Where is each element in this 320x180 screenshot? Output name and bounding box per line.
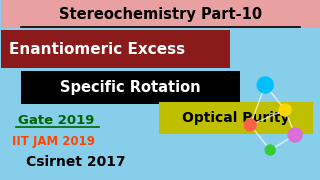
Bar xyxy=(159,102,313,134)
Text: Optical Purity: Optical Purity xyxy=(181,111,289,125)
Circle shape xyxy=(288,128,302,142)
Text: IIT JAM 2019: IIT JAM 2019 xyxy=(12,136,94,148)
Circle shape xyxy=(279,104,291,116)
Text: Stereochemistry Part-10: Stereochemistry Part-10 xyxy=(59,6,262,21)
Circle shape xyxy=(257,77,273,93)
Circle shape xyxy=(244,119,256,131)
Text: Specific Rotation: Specific Rotation xyxy=(60,80,201,95)
Bar xyxy=(1,30,230,68)
Circle shape xyxy=(265,145,275,155)
Text: Csirnet 2017: Csirnet 2017 xyxy=(26,155,126,169)
Bar xyxy=(21,71,240,104)
Bar xyxy=(1,0,320,28)
Text: Enantiomeric Excess: Enantiomeric Excess xyxy=(9,42,185,57)
Text: Gate 2019: Gate 2019 xyxy=(18,114,94,127)
